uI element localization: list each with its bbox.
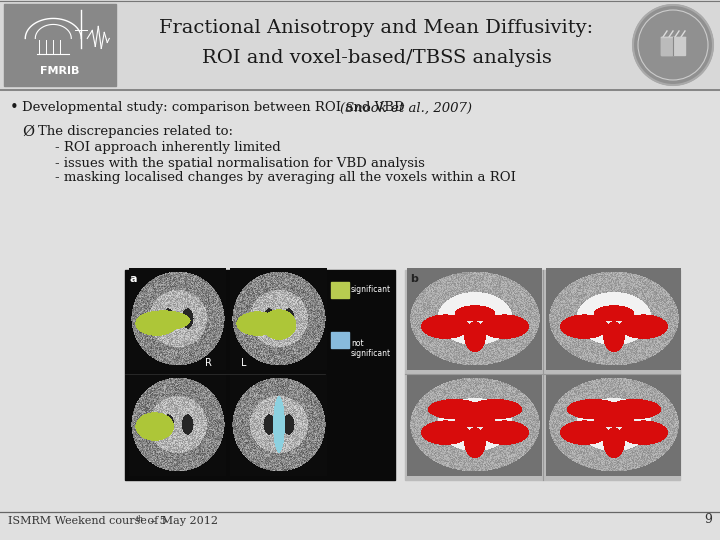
Text: ROI and voxel-based/TBSS analysis: ROI and voxel-based/TBSS analysis	[202, 49, 552, 67]
Text: b: b	[410, 274, 418, 284]
Text: Ø: Ø	[22, 125, 34, 139]
Text: a: a	[130, 274, 138, 284]
Text: Developmental study: comparison between ROI and VBD: Developmental study: comparison between …	[22, 102, 409, 114]
Text: FMRIB: FMRIB	[40, 66, 80, 76]
Bar	[405, 270, 680, 480]
Bar	[661, 37, 672, 55]
Text: th: th	[136, 515, 144, 523]
Bar	[661, 37, 685, 55]
Text: - masking localised changes by averaging all the voxels within a ROI: - masking localised changes by averaging…	[55, 172, 516, 185]
Text: 9: 9	[704, 513, 712, 526]
Text: - ROI approach inherently limited: - ROI approach inherently limited	[55, 141, 281, 154]
Bar	[4, 4, 116, 86]
Bar	[125, 270, 395, 480]
Text: (Snook et al., 2007): (Snook et al., 2007)	[340, 102, 472, 114]
Bar	[331, 332, 349, 348]
Text: significant: significant	[351, 286, 391, 294]
Text: of May 2012: of May 2012	[144, 516, 218, 526]
Text: - issues with the spatial normalisation for VBD analysis: - issues with the spatial normalisation …	[55, 157, 425, 170]
Bar	[331, 282, 349, 298]
Circle shape	[633, 5, 713, 85]
Text: Fractional Anisotropy and Mean Diffusivity:: Fractional Anisotropy and Mean Diffusivi…	[159, 19, 593, 37]
Text: ISMRM Weekend course – 5: ISMRM Weekend course – 5	[8, 516, 166, 526]
Text: L: L	[241, 358, 247, 368]
Bar	[0, 0, 720, 90]
Text: significant: significant	[351, 349, 391, 359]
Text: •: •	[10, 100, 19, 116]
Text: R: R	[204, 358, 212, 368]
Text: The discrepancies related to:: The discrepancies related to:	[38, 125, 233, 138]
Text: not: not	[351, 340, 364, 348]
